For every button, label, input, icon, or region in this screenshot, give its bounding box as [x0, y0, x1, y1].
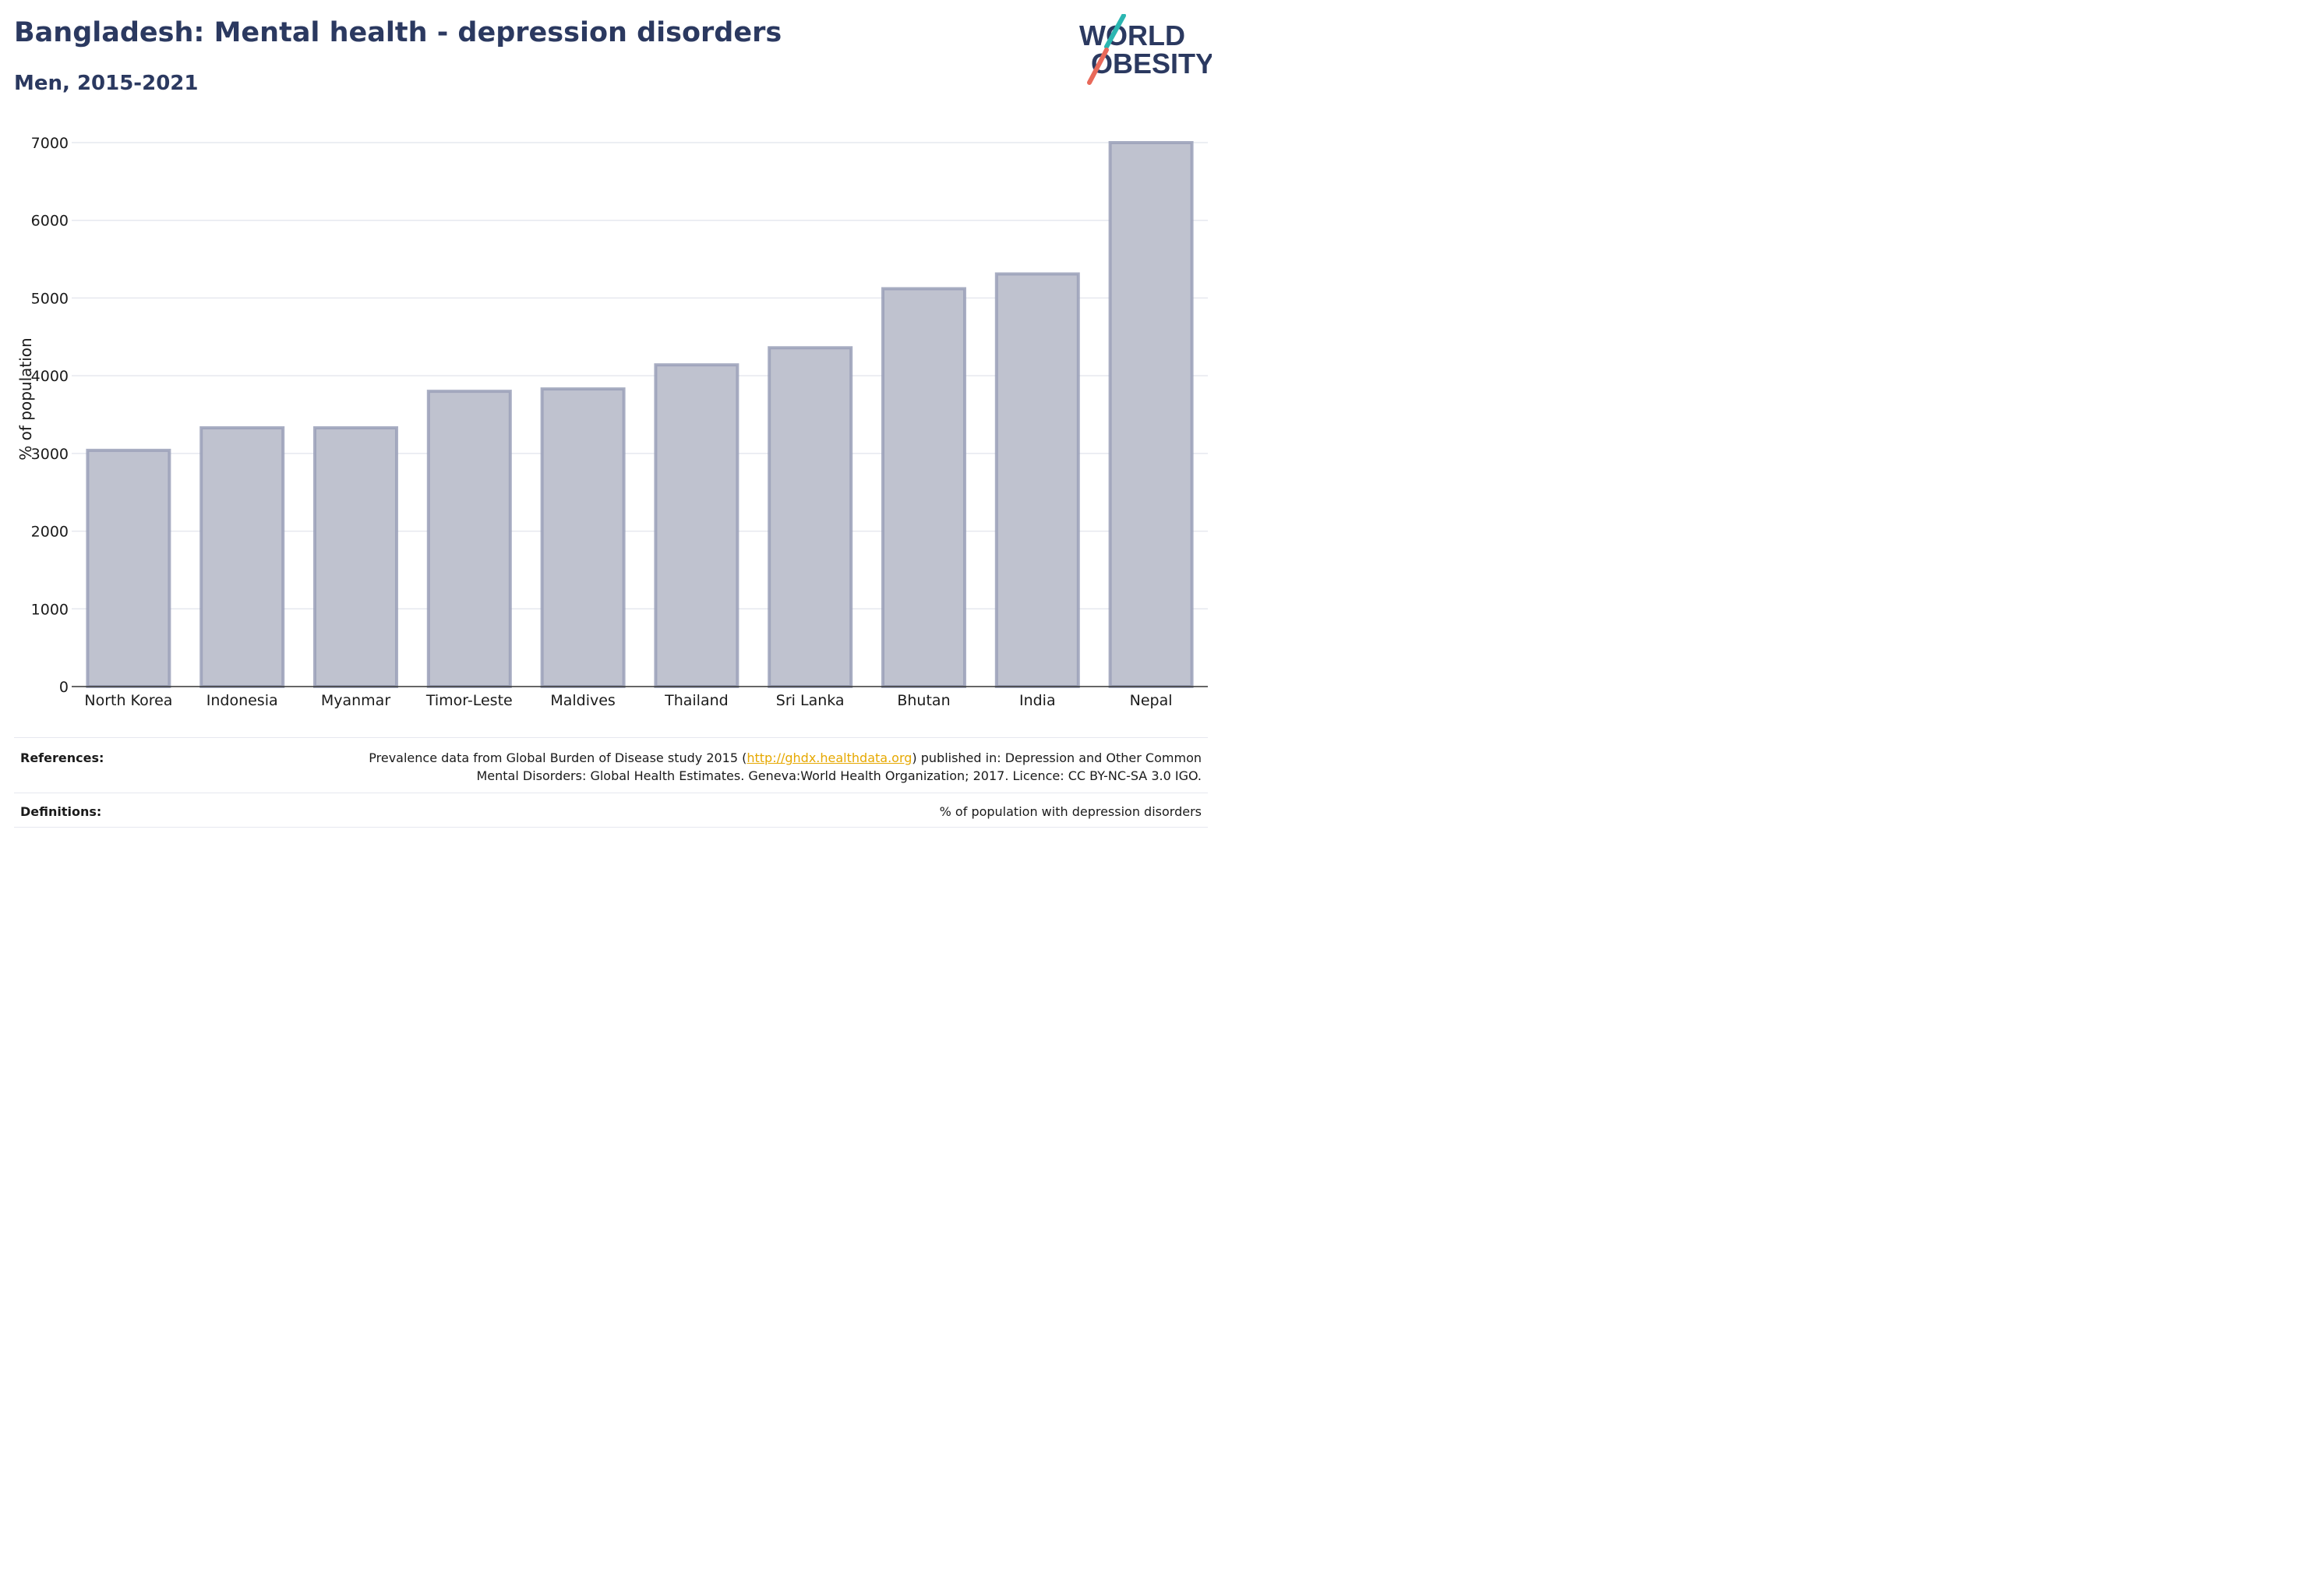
y-tick-label: 0 [59, 679, 69, 696]
y-tick-label: 7000 [31, 135, 69, 152]
x-tick-label: Sri Lanka [776, 692, 845, 709]
y-axis-label: % of population [16, 337, 35, 460]
definitions-label: Definitions: [20, 804, 102, 819]
definitions-row: Definitions: % of population with depres… [14, 793, 1208, 828]
y-tick-label: 1000 [31, 601, 69, 618]
x-tick-label: Myanmar [321, 692, 390, 709]
x-tick-label: Thailand [664, 692, 729, 709]
references-post: ) published in: Depression and Other Com… [912, 750, 1202, 765]
y-tick-labels: 0 1000 2000 3000 4000 5000 6000 7000 [31, 135, 69, 696]
logo-slash-teal-icon [1104, 14, 1126, 49]
bar-timor-leste[interactable] [426, 390, 512, 688]
x-tick-label: North Korea [84, 692, 172, 709]
references-text: Prevalence data from Global Burden of Di… [369, 749, 1202, 785]
definitions-text: % of population with depression disorder… [939, 804, 1202, 819]
bar-sri-lanka[interactable] [768, 346, 853, 688]
logo-slash-red-icon [1087, 48, 1109, 85]
page-subtitle: Men, 2015-2021 [14, 72, 199, 95]
x-tick-label: Timor-Leste [425, 692, 513, 709]
references-line2: Mental Disorders: Global Health Estimate… [476, 768, 1202, 783]
x-tick-label: Nepal [1130, 692, 1173, 709]
page-title: Bangladesh: Mental health - depression d… [14, 17, 782, 48]
bar-chart: 0 1000 2000 3000 4000 5000 6000 7000 North Kore… [16, 135, 1208, 709]
bar-north-korea[interactable] [86, 448, 171, 688]
x-tick-label: Bhutan [897, 692, 950, 709]
y-tick-label: 6000 [31, 213, 69, 230]
world-obesity-logo: WORLD OBESITY [1079, 14, 1212, 85]
references-link[interactable]: http://ghdx.healthdata.org [747, 750, 912, 765]
logo-line1: WORLD [1079, 19, 1185, 51]
bar-nepal[interactable] [1108, 141, 1194, 688]
x-tick-label: Indonesia [206, 692, 278, 709]
bar-maldives[interactable] [540, 387, 626, 688]
bars [86, 141, 1194, 688]
references-label: References: [20, 750, 104, 765]
bar-myanmar[interactable] [313, 425, 398, 688]
references-row: References: Prevalence data from Global … [14, 737, 1208, 793]
bar-indonesia[interactable] [199, 425, 285, 688]
logo-line2: OBESITY [1091, 48, 1212, 79]
bar-bhutan[interactable] [881, 287, 966, 688]
x-tick-label: Maldives [550, 692, 616, 709]
y-tick-label: 3000 [31, 446, 69, 463]
footer: References: Prevalence data from Global … [14, 737, 1208, 828]
x-tick-labels: North Korea Indonesia Myanmar Timor-Leste Ma… [84, 692, 1172, 709]
bar-india[interactable] [994, 272, 1080, 688]
references-pre: Prevalence data from Global Burden of Di… [369, 750, 747, 765]
bar-thailand[interactable] [654, 363, 740, 688]
x-tick-label: India [1019, 692, 1056, 709]
y-tick-label: 4000 [31, 368, 69, 385]
y-tick-label: 5000 [31, 290, 69, 307]
y-tick-label: 2000 [31, 524, 69, 541]
